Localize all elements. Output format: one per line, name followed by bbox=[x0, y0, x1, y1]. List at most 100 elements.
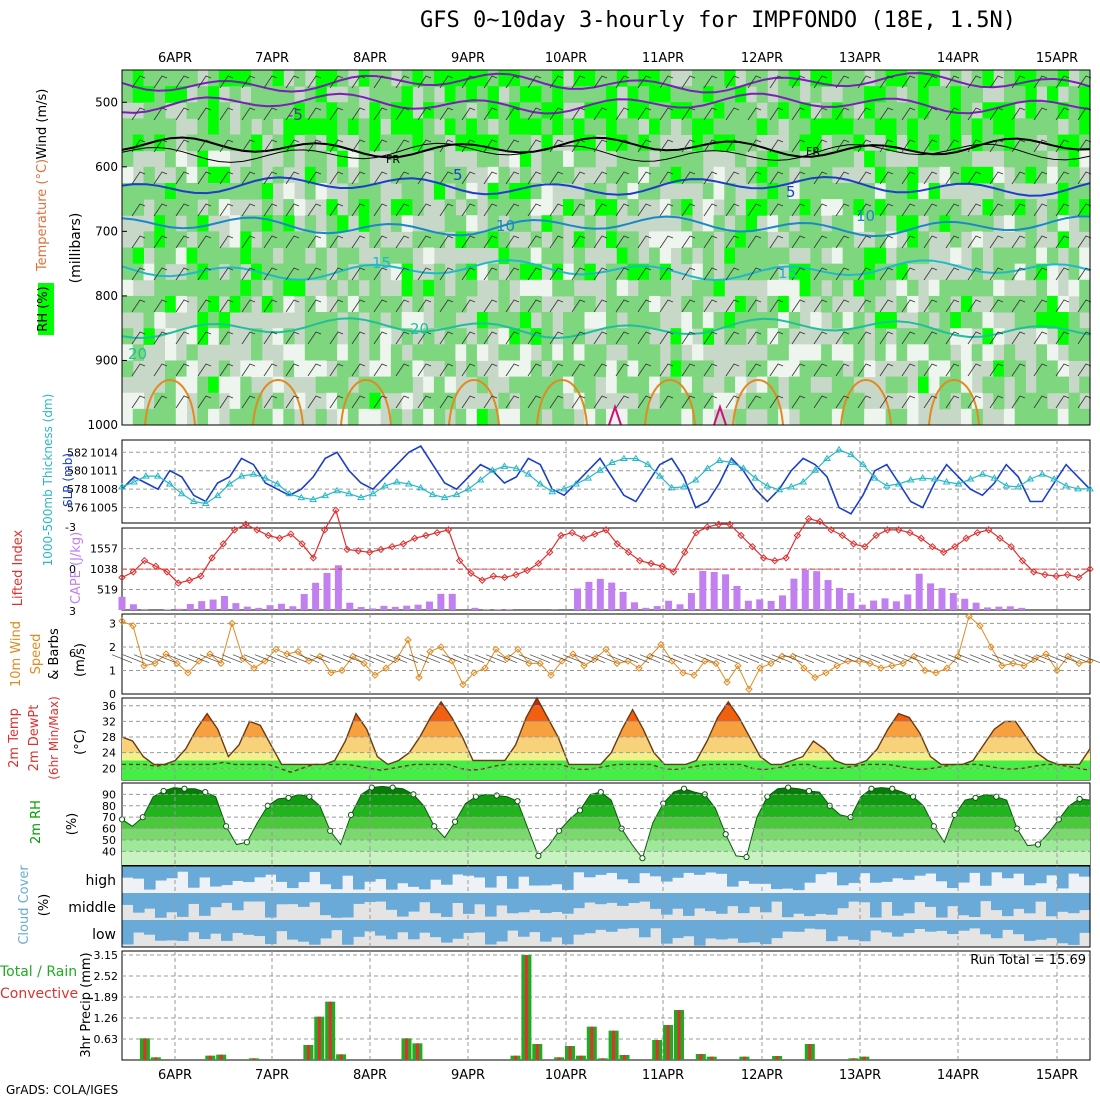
wind-barb bbox=[439, 299, 454, 313]
cloud-bar bbox=[870, 920, 882, 931]
rh-cell bbox=[347, 312, 360, 329]
rh-cell bbox=[831, 134, 844, 152]
rh-cell bbox=[315, 70, 327, 87]
cape-bar bbox=[835, 587, 843, 610]
rh-cell bbox=[724, 134, 736, 152]
lifted-tick-label: 6 bbox=[69, 647, 76, 660]
rh-cell bbox=[552, 166, 564, 184]
rh-cell bbox=[218, 134, 231, 152]
thickness-point bbox=[153, 472, 162, 479]
cloud-bar bbox=[1013, 866, 1025, 874]
cloud-bar bbox=[1002, 893, 1014, 917]
wind-barb bbox=[395, 395, 410, 409]
wind-barb bbox=[835, 203, 850, 217]
rh-cell bbox=[950, 360, 962, 378]
wind-barb bbox=[967, 171, 982, 185]
rh-cell bbox=[692, 231, 704, 248]
rh-cell bbox=[498, 279, 510, 297]
wind-barb bbox=[320, 654, 342, 664]
wind-barb bbox=[263, 267, 278, 281]
rh-cell bbox=[810, 118, 822, 136]
rh-cell bbox=[218, 150, 231, 168]
cloud-bar bbox=[815, 920, 827, 930]
rh-cell bbox=[197, 247, 209, 265]
rh-cell bbox=[907, 344, 919, 361]
rh-cell bbox=[1079, 247, 1091, 265]
rh-cell bbox=[519, 150, 532, 168]
rh-cell bbox=[971, 312, 983, 329]
rh-cell bbox=[606, 102, 618, 119]
cloud-bar bbox=[243, 893, 255, 902]
rh-legend-swatch bbox=[38, 283, 54, 335]
rh-tick-label: 90 bbox=[102, 788, 116, 801]
rh-cell bbox=[519, 118, 532, 136]
wind-point bbox=[569, 650, 577, 658]
rh-cell bbox=[606, 86, 618, 103]
wind-barb bbox=[373, 395, 388, 409]
wind-barb bbox=[571, 299, 586, 313]
cloud-bar bbox=[826, 920, 838, 942]
rh-cell bbox=[713, 215, 725, 232]
cloud-bar bbox=[1057, 893, 1069, 912]
wind-barb bbox=[197, 299, 212, 313]
wind-barb bbox=[593, 235, 608, 249]
rh-cell bbox=[1079, 408, 1091, 426]
wind-barb bbox=[901, 267, 916, 281]
cape-bar bbox=[574, 588, 582, 610]
wind-barb bbox=[439, 267, 454, 281]
wind-barb bbox=[461, 267, 476, 281]
wind-barb bbox=[351, 331, 366, 345]
cloud-bar bbox=[1046, 893, 1058, 917]
rh-cell bbox=[831, 215, 844, 232]
wind-barb bbox=[461, 203, 476, 217]
rh-cell bbox=[896, 166, 908, 184]
rh-cell bbox=[853, 215, 865, 232]
rh-cell bbox=[971, 247, 983, 265]
rh-cell bbox=[272, 231, 284, 248]
rh-cell bbox=[423, 408, 435, 426]
rh-cell bbox=[681, 247, 693, 265]
rh-cell bbox=[681, 408, 693, 426]
rh-point bbox=[680, 785, 688, 792]
rh-cell bbox=[283, 360, 295, 378]
wind-point bbox=[855, 657, 863, 665]
wind-barb bbox=[681, 107, 696, 121]
wind-barb bbox=[177, 654, 199, 664]
wind-barb bbox=[945, 107, 960, 121]
cloud-bar bbox=[859, 866, 871, 874]
rh-cell bbox=[530, 118, 542, 136]
rh-cell bbox=[960, 86, 973, 103]
wind-barb bbox=[659, 139, 674, 153]
wind-barb bbox=[945, 299, 960, 313]
wind-barb bbox=[813, 139, 828, 153]
rh-cell bbox=[240, 134, 252, 152]
wind-barb bbox=[197, 171, 212, 185]
rh-cell bbox=[810, 247, 822, 265]
rh-cell bbox=[1025, 86, 1037, 103]
lifted-point bbox=[1075, 573, 1083, 582]
rh-cell bbox=[638, 279, 650, 297]
rh-cell bbox=[197, 215, 209, 232]
rh-cell bbox=[476, 344, 489, 361]
rh-cell bbox=[476, 231, 489, 248]
wind-barb bbox=[373, 171, 388, 185]
wind-barb bbox=[527, 139, 542, 153]
rh-cell bbox=[724, 263, 736, 281]
rh-cell bbox=[562, 408, 575, 426]
wind-barb bbox=[219, 331, 234, 345]
wind-barb bbox=[725, 235, 740, 249]
rh-cell bbox=[197, 166, 209, 184]
lifted-point bbox=[152, 562, 160, 570]
rh-cell bbox=[831, 150, 844, 168]
rh-cell bbox=[799, 182, 811, 200]
cloud-bar bbox=[716, 920, 728, 940]
lifted-point bbox=[287, 530, 295, 538]
cloud-bar bbox=[1057, 920, 1069, 944]
day-label-bottom: 9APR bbox=[451, 1068, 485, 1083]
rh-cell bbox=[315, 328, 327, 345]
rh-cell bbox=[326, 231, 338, 248]
cloud-bar bbox=[1035, 920, 1047, 940]
rh-cell bbox=[315, 182, 327, 200]
wind-barb bbox=[175, 139, 190, 153]
rh-cell bbox=[423, 134, 435, 152]
